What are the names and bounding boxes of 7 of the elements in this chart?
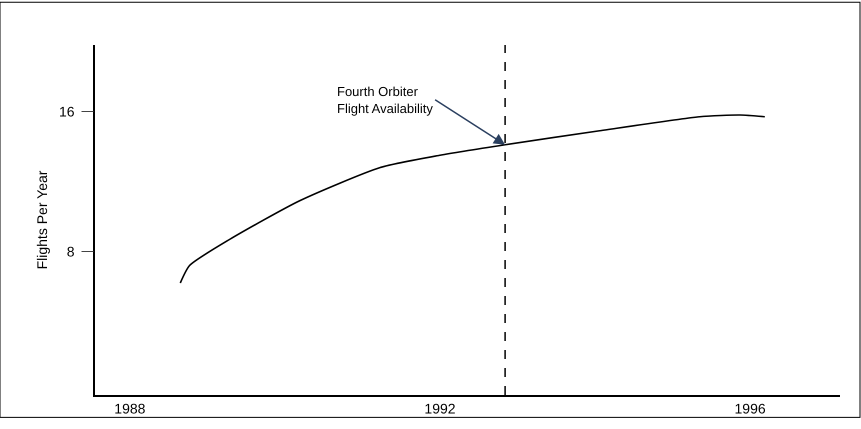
- x-tick-label: 1988: [114, 400, 146, 417]
- y-tick-label: 8: [66, 243, 78, 260]
- x-tick-label: 1992: [424, 400, 456, 417]
- y-axis-title: Flights Per Year: [34, 170, 50, 270]
- annotation: Fourth Orbiter Flight Availability: [337, 84, 434, 116]
- x-tick-label: 1996: [734, 400, 766, 417]
- y-tick-label: 16: [58, 103, 78, 120]
